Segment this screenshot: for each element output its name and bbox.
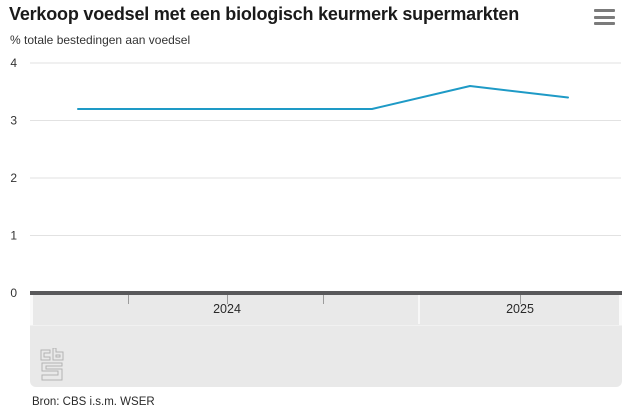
y-axis-label: 3 [10,114,17,128]
cbs-logo [40,348,64,381]
y-axis-label: 4 [10,56,17,70]
timeline-navigator[interactable]: 2024 2025 [30,291,622,387]
navigator-right-handle[interactable] [619,295,622,325]
x-axis-year-label-2025: 2025 [506,302,534,316]
navigator-year-separator [418,295,420,324]
line-chart-plot: 0 1 2 3 4 [10,56,621,300]
page-title: Verkoop voedsel met een biologisch keurm… [9,4,519,24]
navigator-tick [323,295,324,304]
menu-bar [594,15,615,19]
chart-subtitle: % totale bestedingen aan voedsel [10,33,191,47]
source-text: Bron: CBS i.s.m. WSER [32,396,155,408]
x-axis-year-label-2024: 2024 [213,302,241,316]
y-axis-label: 1 [10,229,17,243]
menu-bar [594,22,615,25]
y-axis-label: 0 [10,286,17,300]
navigator-strip-divider [30,325,622,326]
data-series-line[interactable] [77,85,569,110]
hamburger-menu-icon[interactable] [594,9,616,25]
navigator-tick [227,295,228,304]
navigator-tick [520,295,521,304]
navigator-left-handle[interactable] [30,295,33,325]
y-axis-label: 2 [10,171,17,185]
navigator-tick [128,295,129,304]
menu-bar [594,9,615,12]
